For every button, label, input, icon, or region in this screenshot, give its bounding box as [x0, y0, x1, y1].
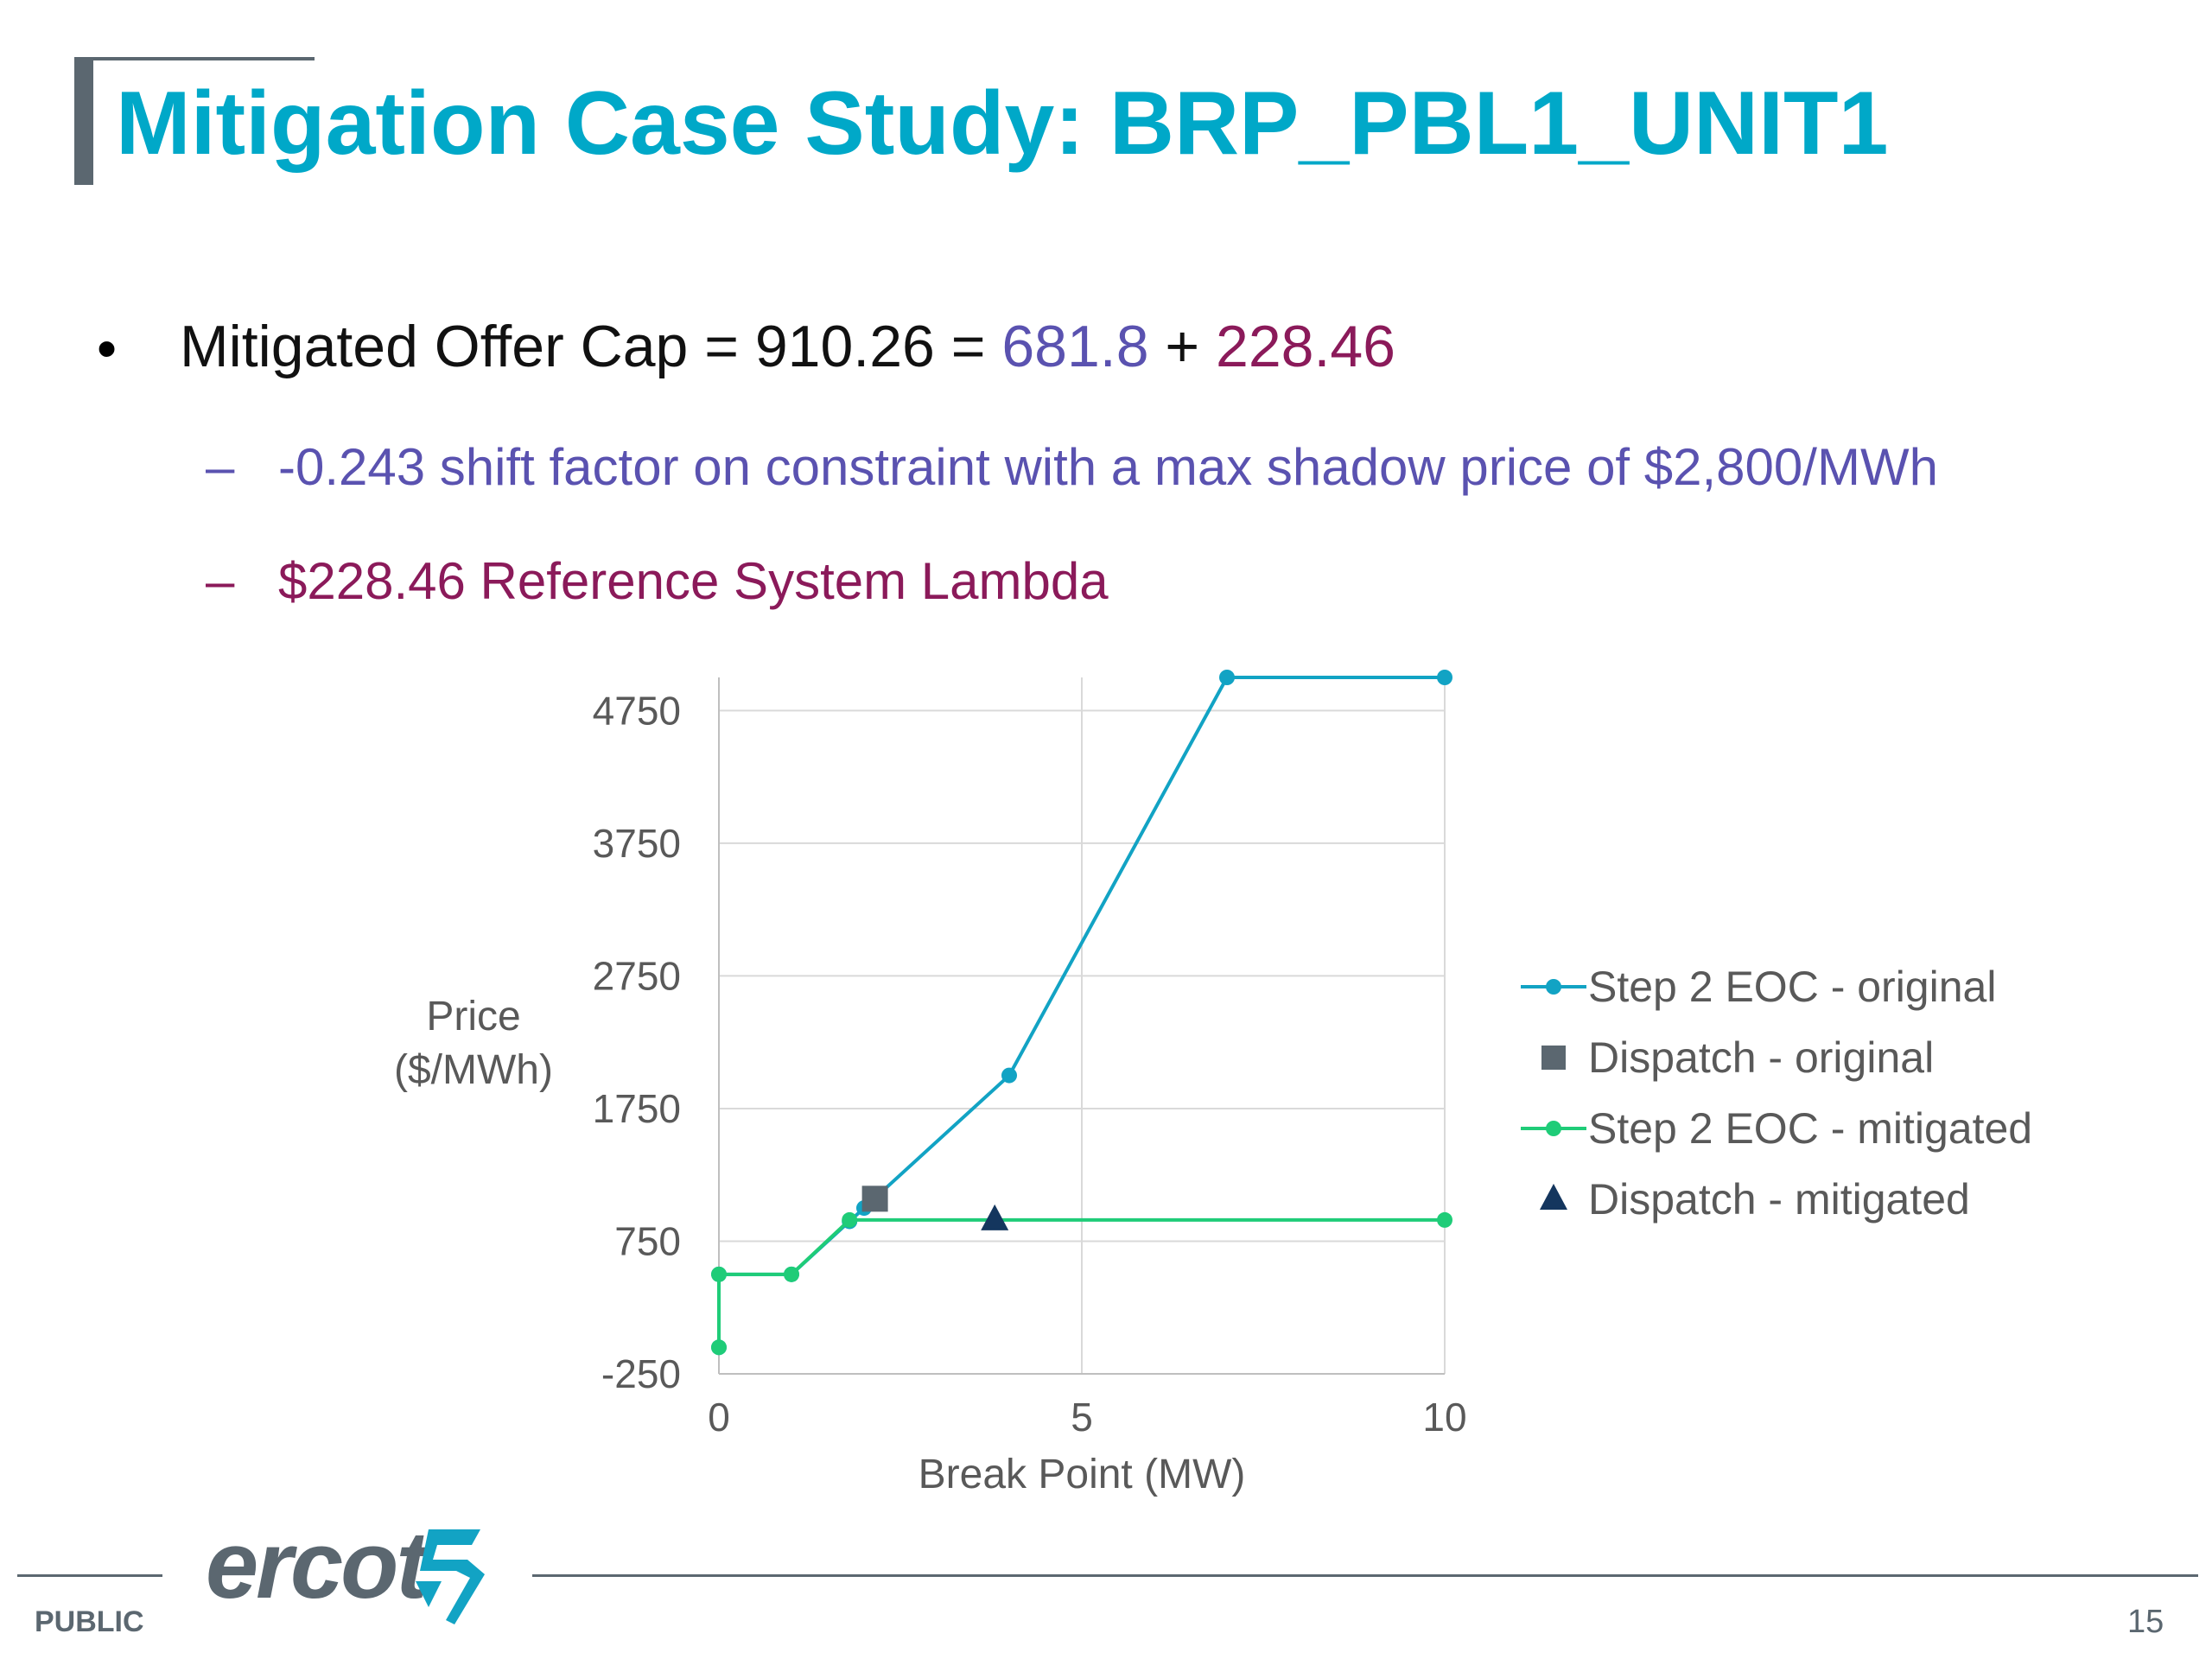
footer-classification: PUBLIC [35, 1605, 144, 1638]
y-tick-label: 1750 [593, 1086, 681, 1131]
legend-marker-step-2-eoc-mitigated [1546, 1121, 1561, 1136]
bullet-term-shift: 681.8 [1001, 314, 1149, 379]
data-point-step-2-eoc-mitigated [842, 1211, 858, 1228]
data-point-step-2-eoc-mitigated [711, 1339, 727, 1356]
title-accent-top [76, 57, 315, 60]
legend-marker-dispatch-mitigated [1540, 1184, 1567, 1210]
sub-item-shift-factor: -0.243 shift factor on constraint with a… [278, 438, 1938, 496]
legend-marker-step-2-eoc-original [1546, 979, 1561, 995]
bullet-prefix: Mitigated Offer Cap = 910.26 = [180, 314, 1002, 379]
slide-title: Mitigation Case Study: BRP_PBL1_UNIT1 [116, 73, 1889, 174]
y-tick-label: 3750 [593, 821, 681, 866]
sub-item-dash-2: – [206, 552, 235, 610]
bullet-term-lambda: 228.46 [1216, 314, 1395, 379]
y-axis-label-unit: ($/MWh) [394, 1047, 553, 1093]
data-point-step-2-eoc-original [1219, 670, 1235, 685]
bullet-plus: + [1148, 314, 1217, 379]
data-point-step-2-eoc-mitigated [711, 1266, 727, 1282]
y-tick-label: 750 [614, 1218, 681, 1263]
x-tick-label: 0 [708, 1395, 730, 1440]
legend-label-dispatch-mitigated: Dispatch - mitigated [1588, 1175, 1970, 1224]
ercot-logo-mark-icon [416, 1529, 485, 1624]
x-axis-label: Break Point (MW) [918, 1452, 1246, 1497]
legend-label-step-2-eoc-original: Step 2 EOC - original [1588, 963, 1996, 1011]
sub-item-dash-1: – [206, 438, 235, 496]
legend-marker-dispatch-original [1541, 1046, 1566, 1070]
y-axis-label: Price [426, 994, 520, 1039]
title-accent-left [74, 57, 93, 185]
y-tick-label: -250 [601, 1351, 681, 1396]
legend-label-step-2-eoc-mitigated: Step 2 EOC - mitigated [1588, 1104, 2032, 1153]
x-tick-label: 5 [1071, 1395, 1093, 1440]
sub-item-system-lambda: $228.46 Reference System Lambda [278, 552, 1109, 610]
data-point-dispatch-original [861, 1185, 888, 1212]
y-tick-label: 4750 [593, 688, 681, 733]
data-point-step-2-eoc-original [1437, 670, 1452, 685]
footer-rule-left [17, 1574, 162, 1577]
footer-rule-right [532, 1574, 2198, 1577]
data-point-step-2-eoc-mitigated [784, 1266, 799, 1282]
bullet-glyph: • [97, 316, 118, 380]
legend-label-dispatch-original: Dispatch - original [1588, 1033, 1934, 1082]
x-tick-label: 10 [1422, 1395, 1466, 1440]
footer-page-number: 15 [2127, 1604, 2164, 1640]
y-tick-label: 2750 [593, 953, 681, 998]
ercot-logo-text: ercot [206, 1512, 428, 1618]
data-point-dispatch-mitigated [981, 1204, 1009, 1230]
data-point-step-2-eoc-original [1001, 1067, 1017, 1084]
data-point-step-2-eoc-mitigated [1437, 1211, 1452, 1228]
bullet-offer-cap: Mitigated Offer Cap = 910.26 = 681.8 + 2… [180, 313, 1395, 380]
